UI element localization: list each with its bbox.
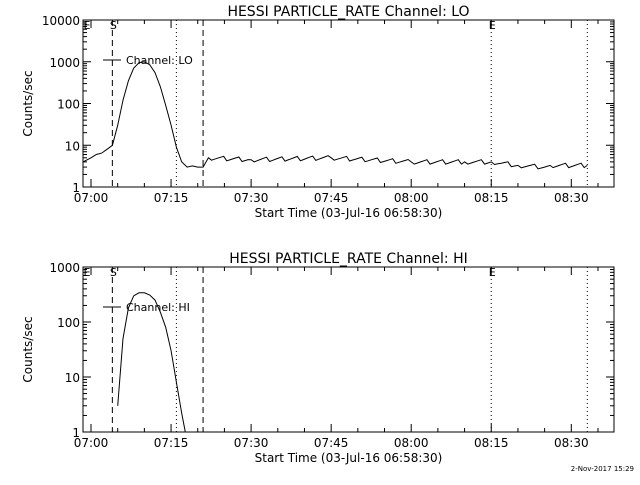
x-tick-label: 07:00	[74, 191, 109, 205]
y-tick-label: 10	[65, 371, 80, 385]
y-tick-label: 1000	[49, 56, 80, 70]
x-tick-label: 08:15	[474, 436, 509, 450]
y-tick-label: 100	[57, 98, 80, 112]
date-stamp: 2-Nov-2017 15:29	[570, 465, 634, 473]
plot-frame	[82, 19, 615, 188]
y-axis-label: Counts/sec	[21, 70, 35, 136]
x-tick-label: 08:00	[394, 436, 429, 450]
y-tick-label: 10000	[42, 14, 80, 28]
x-tick-label: 07:00	[74, 436, 109, 450]
legend-label: Channel: LO	[126, 54, 193, 67]
edge-marker-label: E	[84, 266, 91, 279]
chart-panel-hi: HESSI PARTICLE_RATE Channel: HI Counts/se…	[21, 251, 615, 465]
x-tick-label: 07:15	[154, 436, 189, 450]
marker-label: S	[110, 266, 117, 279]
x-tick-label: 07:45	[314, 436, 349, 450]
plot-frame	[82, 266, 615, 433]
y-tick-label: 100	[57, 316, 80, 330]
x-axis-label: Start Time (03-Jul-16 06:58:30)	[255, 451, 443, 465]
x-tick-label: 08:30	[554, 436, 589, 450]
x-tick-label: 08:15	[474, 191, 509, 205]
chart-panel-lo: HESSI PARTICLE_RATE Channel: LO Counts/se…	[21, 4, 615, 220]
y-tick-label: 10	[65, 139, 80, 153]
x-tick-label: 07:45	[314, 191, 349, 205]
data-series-line	[117, 292, 186, 433]
x-tick-label: 07:30	[234, 191, 269, 205]
y-tick-label: 1	[72, 181, 80, 195]
y-tick-label: 1000	[49, 261, 80, 275]
y-axis-label: Counts/sec	[21, 316, 35, 382]
x-tick-label: 08:30	[554, 191, 589, 205]
x-axis-label: Start Time (03-Jul-16 06:58:30)	[255, 206, 443, 220]
y-tick-label: 1	[72, 426, 80, 440]
chart-title: HESSI PARTICLE_RATE Channel: HI	[229, 251, 467, 267]
marker-label: E	[489, 19, 496, 32]
marker-label: E	[489, 266, 496, 279]
data-series-line	[82, 61, 588, 170]
chart-title: HESSI PARTICLE_RATE Channel: LO	[227, 4, 469, 20]
x-tick-label: 07:15	[154, 191, 189, 205]
x-tick-label: 08:00	[394, 191, 429, 205]
marker-label: S	[110, 19, 117, 32]
x-tick-label: 07:30	[234, 436, 269, 450]
edge-marker-label: E	[84, 19, 91, 32]
